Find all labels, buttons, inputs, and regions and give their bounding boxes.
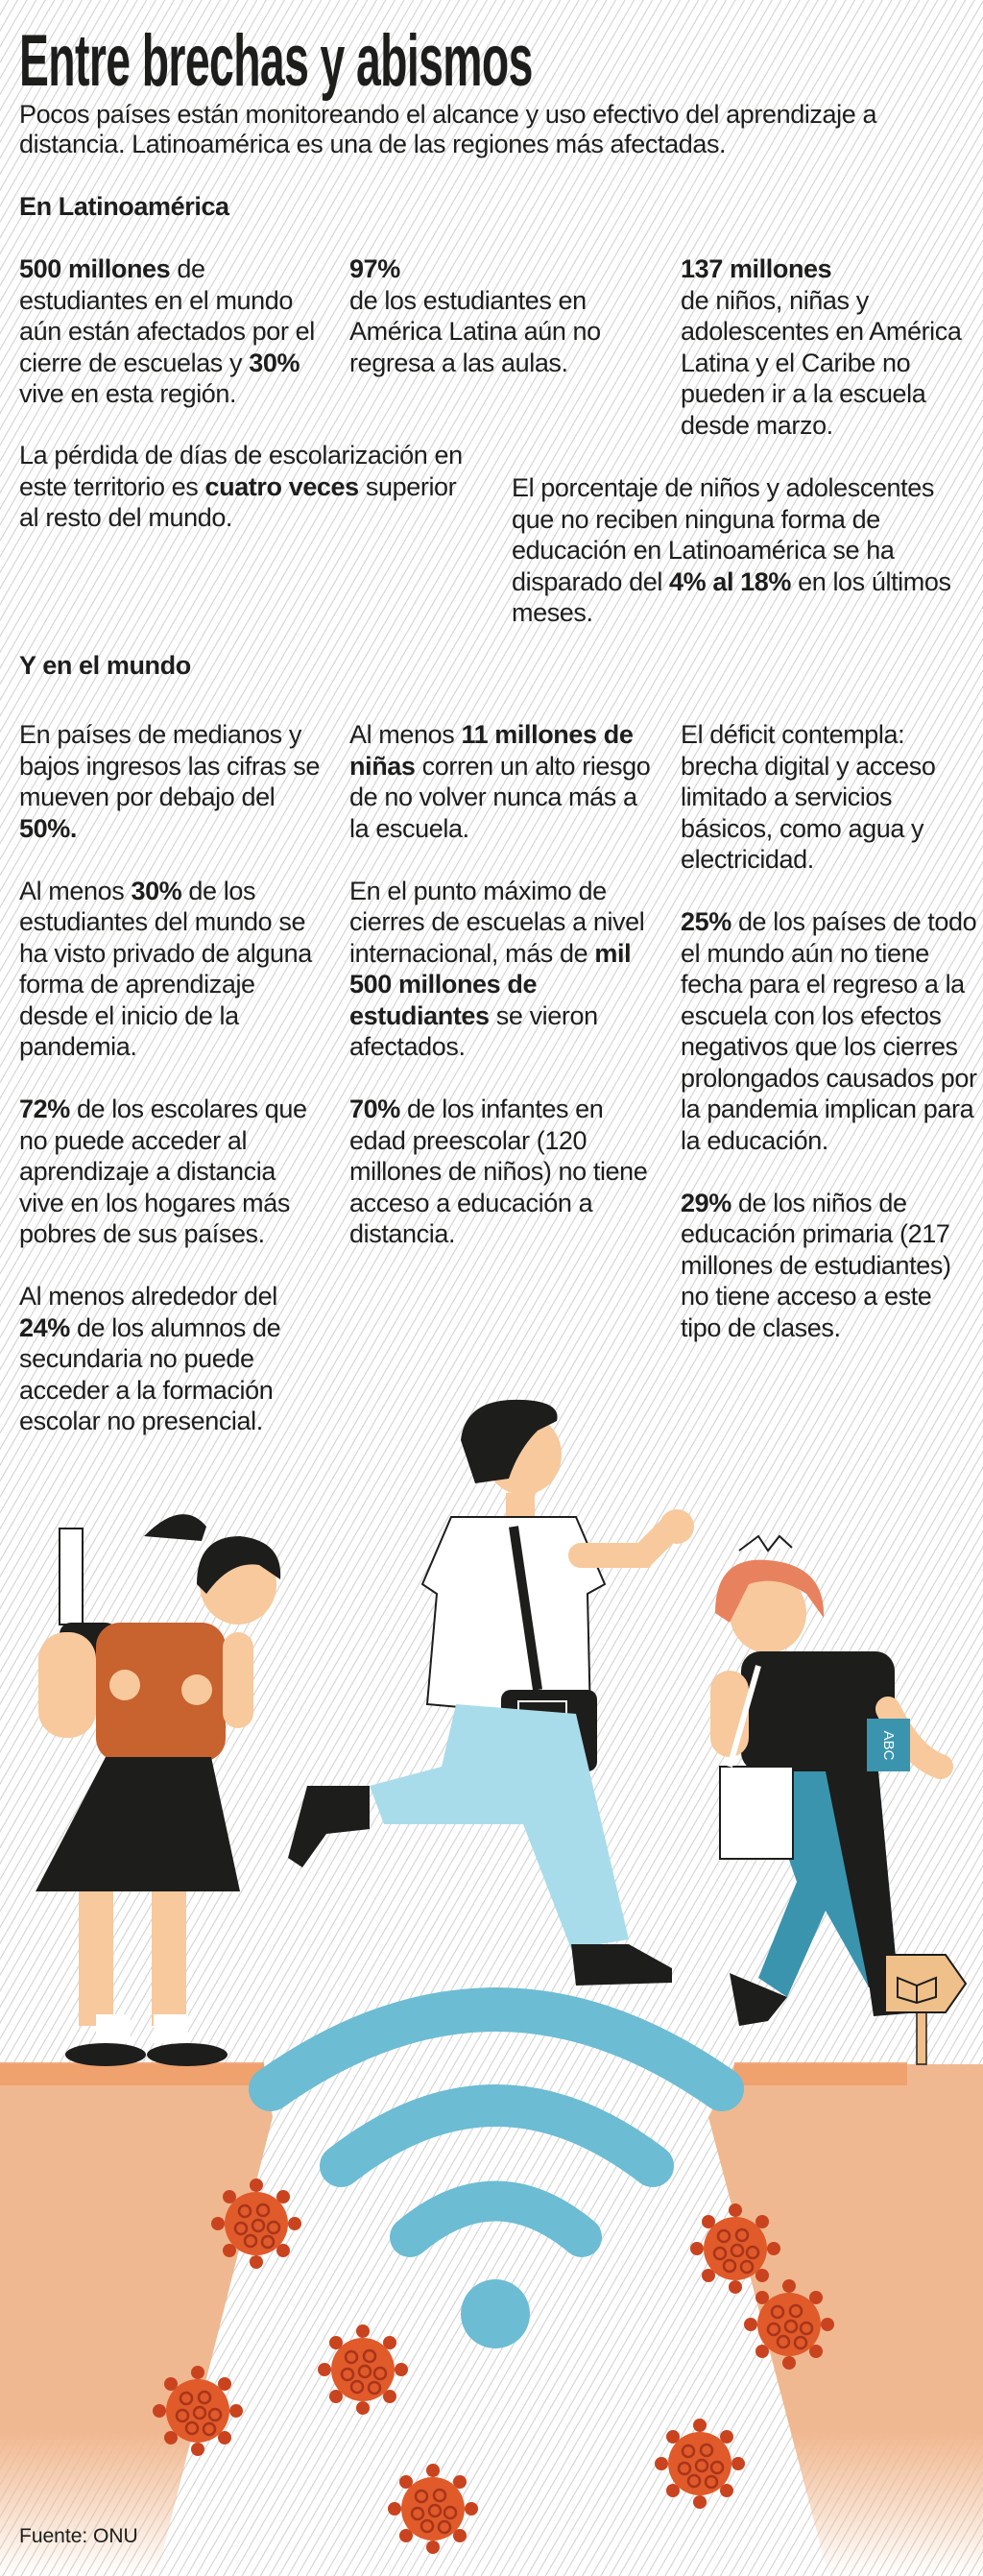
source-note: Fuente: ONU [19,2525,138,2547]
latam-fact: El porcentaje de niños y adolescentes qu… [512,472,977,629]
world-column-2: Al menos 11 millones de niñas corren un … [349,719,652,1281]
world-column-3: El déficit contempla: brecha digital y a… [681,719,978,1375]
world-fact: En el punto máximo de cierres de escuela… [349,876,652,1063]
body-text: de niños, niñas y adolescentes en Améric… [681,285,962,440]
virus-icon [151,2364,245,2458]
student-boy [288,1399,694,1986]
highlight-text: 50%. [19,813,77,843]
highlight-text: 4% al 18% [669,566,792,596]
student-girl-redhead: ABC [710,1534,953,2026]
body-text: de los escolares que no puede acceder al… [19,1095,307,1248]
book-label: ABC [880,1731,897,1761]
body-text: se vieron afectados. [349,1000,598,1062]
world-fact: En países de medianos y bajos ingresos l… [19,719,326,844]
body-text: El porcentaje de niños y adolescentes qu… [512,473,934,596]
student-girl [36,1514,281,2066]
world-fact: 29% de los niños de educación primaria (… [681,1188,978,1344]
body-text: de los países de todo el mundo aún no ti… [681,907,977,1155]
virus-icons [151,2177,836,2556]
world-fact: Al menos 30% de los estudiantes del mund… [19,876,326,1063]
virus-icon [316,2323,410,2417]
world-fact: Al menos 11 millones de niñas corren un … [349,719,652,844]
body-text: de los alumnos de secundaria no puede ac… [19,1312,281,1436]
world-fact: 72% de los escolares que no puede accede… [19,1094,326,1250]
latam-fact: 137 millones de niños, niñas y adolescen… [681,253,973,441]
virus-icon [653,2417,747,2511]
world-fact: El déficit contempla: brecha digital y a… [681,719,978,876]
virus-icon [742,2277,836,2371]
body-text: Al menos [349,720,462,749]
latam-fact: 97% de los estudiantes en América Latina… [349,253,666,378]
highlight-text: 25% [681,907,731,936]
body-text: de los niños de educación primaria (217 … [681,1188,951,1342]
body-text: corren un alto riesgo de no volver nunca… [349,751,651,843]
body-text: de estudiantes en el mundo aún están afe… [19,254,315,377]
body-text: de los estudiantes del mundo se ha visto… [19,876,312,1062]
highlight-text: 500 millones [19,254,171,283]
highlight-text: cuatro veces [204,471,359,501]
subtitle: Pocos países están monitoreando el alcan… [19,100,877,158]
highlight-text: 72% [19,1095,70,1123]
virus-icon [688,2202,782,2296]
wifi-icon [249,1987,744,2348]
school-sign-icon [884,1954,968,2065]
body-text: El déficit contempla: brecha digital y a… [681,720,936,874]
body-text: En el punto máximo de cierres de escuela… [349,876,645,968]
world-fact: 25% de los países de todo el mundo aún n… [681,906,978,1156]
highlight-text: 24% [19,1312,70,1342]
body-text: superior al resto del mundo. [19,471,457,533]
highlight-text: 11 millones de niñas [349,720,634,781]
highlight-text: 30% [131,876,182,905]
highlight-text: 70% [349,1095,400,1123]
virus-icon [209,2177,303,2271]
highlight-text: mil 500 millones de estudiantes [349,938,632,1030]
world-fact: 70% de los infantes en edad preescolar (… [349,1094,652,1250]
virus-icon [386,2462,480,2556]
latam-fact: La pérdida de días de escolarización en … [19,440,466,534]
highlight-text: 30% [249,348,300,377]
ground [0,2062,983,2576]
body-text: Al menos alrededor del [19,1282,277,1311]
section-heading-latam: En Latinoamérica [19,192,229,221]
world-column-1: En países de medianos y bajos ingresos l… [19,719,326,1468]
body-text: La pérdida de días de escolarización en … [19,441,463,501]
highlight-text: 97% [349,254,400,283]
body-text: Al menos [19,876,132,905]
highlight-text: 137 millones [681,254,832,283]
illustration: ABC [0,1399,983,2576]
body-text: En países de medianos y bajos ingresos l… [19,720,320,811]
section-heading-world: Y en el mundo [19,651,191,680]
world-fact: Al menos alrededor del 24% de los alumno… [19,1281,326,1437]
body-text: en los últimos meses. [512,566,951,628]
page-title: Entre brechas y abismos [19,20,533,102]
body-text: vive en esta región. [19,379,237,408]
body-text: de los infantes en edad preescolar (120 … [349,1095,648,1248]
highlight-text: 29% [681,1188,731,1217]
latam-fact: 500 millones de estudiantes en el mundo … [19,253,336,410]
body-text: de los estudiantes en América Latina aún… [349,285,601,377]
